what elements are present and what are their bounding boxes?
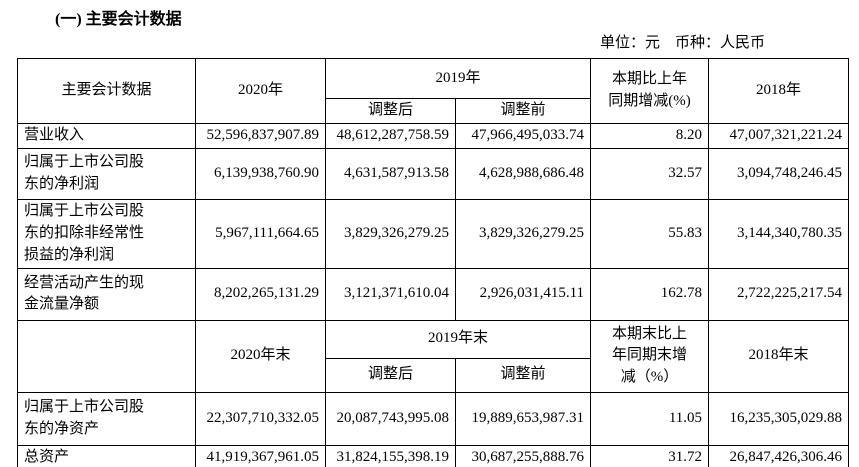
- header-empty: [17, 319, 196, 393]
- value-2019-adjusted: 4,631,587,913.58: [325, 147, 456, 200]
- value-2018-end: 26,847,426,306.46: [708, 444, 850, 467]
- value-2019-original: 4,628,988,686.48: [454, 147, 592, 200]
- change-percent: 55.83: [590, 198, 710, 269]
- header-adjusted-after: 调整后: [325, 98, 456, 124]
- header-2020-end: 2020年末: [195, 319, 326, 393]
- value-2019-end-adjusted: 31,824,155,398.19: [325, 444, 456, 467]
- value-2018: 3,094,748,246.45: [708, 147, 850, 200]
- header-adjusted-before: 调整前: [454, 357, 592, 393]
- table-row: 营业收入 52,596,837,907.89 48,612,287,758.59…: [17, 122, 850, 149]
- table-header-row-1b: 调整后 调整前: [18, 98, 849, 124]
- value-2019-end-adjusted: 20,087,743,995.08: [325, 391, 456, 446]
- row-label: 归属于上市公司股 东的扣除非经常性 损益的净利润: [17, 198, 196, 269]
- header-2019-end-group: 2019年末: [324, 319, 592, 359]
- header-main-label: 主要会计数据: [17, 58, 196, 124]
- value-2018: 2,722,225,217.54: [708, 267, 850, 321]
- value-2019-original: 3,829,326,279.25: [454, 198, 592, 269]
- header-change-percent: 本期比上年 同期增减(%): [590, 58, 710, 124]
- row-label: 归属于上市公司股 东的净资产: [17, 391, 196, 446]
- header-2020: 2020年: [195, 58, 326, 124]
- change-percent: 162.78: [590, 267, 710, 321]
- header-adjusted-before: 调整前: [454, 98, 592, 124]
- row-label: 归属于上市公司股 东的净利润: [17, 147, 196, 200]
- table-row: 经营活动产生的现 金流量净额 8,202,265,131.29 3,121,37…: [17, 267, 850, 321]
- section-title: (一) 主要会计数据: [55, 11, 182, 28]
- table-header-row-1: 主要会计数据 2020年 2019年 本期比上年 同期增减(%) 2018年: [17, 58, 850, 124]
- value-2019-end-original: 30,687,255,888.76: [454, 444, 592, 467]
- change-percent: 8.20: [590, 122, 710, 149]
- value-2019-adjusted: 48,612,287,758.59: [325, 122, 456, 149]
- row-label: 总资产: [17, 444, 196, 467]
- unit-currency-note: 单位：元 币种：人民币: [600, 35, 766, 51]
- value-2019-adjusted: 3,121,371,610.04: [325, 267, 456, 321]
- value-2018: 3,144,340,780.35: [708, 198, 850, 269]
- value-2020: 6,139,938,760.90: [195, 147, 326, 200]
- value-2020: 52,596,837,907.89: [195, 122, 326, 149]
- table-row: 归属于上市公司股 东的扣除非经常性 损益的净利润 5,967,111,664.6…: [17, 198, 850, 269]
- change-percent: 31.72: [590, 444, 710, 467]
- value-2020: 5,967,111,664.65: [195, 198, 326, 269]
- header-adjusted-after: 调整后: [325, 357, 456, 393]
- table-row: 归属于上市公司股 东的净资产 22,307,710,332.05 20,087,…: [17, 391, 850, 446]
- table-header-row-2: 2020年末 2019年末 本期末比上 年同期末增 减（%） 2018年末: [17, 319, 850, 393]
- value-2019-original: 47,966,495,033.74: [454, 122, 592, 149]
- value-2019-end-original: 19,889,653,987.31: [454, 391, 592, 446]
- value-2019-original: 2,926,031,415.11: [454, 267, 592, 321]
- value-2019-adjusted: 3,829,326,279.25: [325, 198, 456, 269]
- value-2018: 47,007,321,221.24: [708, 122, 850, 149]
- value-2020-end: 41,919,367,961.05: [195, 444, 326, 467]
- header-end-change-percent: 本期末比上 年同期末增 减（%）: [590, 319, 710, 393]
- table-header-row-2b: 调整后 调整前: [18, 357, 849, 393]
- header-2018-end: 2018年末: [708, 319, 850, 393]
- change-percent: 32.57: [590, 147, 710, 200]
- value-2018-end: 16,235,305,029.88: [708, 391, 850, 446]
- header-2018: 2018年: [708, 58, 850, 124]
- row-label: 经营活动产生的现 金流量净额: [17, 267, 196, 321]
- row-label: 营业收入: [17, 122, 196, 149]
- change-percent: 11.05: [590, 391, 710, 446]
- table-row: 总资产 41,919,367,961.05 31,824,155,398.19 …: [17, 444, 850, 467]
- value-2020: 8,202,265,131.29: [195, 267, 326, 321]
- value-2020-end: 22,307,710,332.05: [195, 391, 326, 446]
- accounting-data-table: 主要会计数据 2020年 2019年 本期比上年 同期增减(%) 2018年 调…: [17, 58, 850, 467]
- table-row: 归属于上市公司股 东的净利润 6,139,938,760.90 4,631,58…: [17, 147, 850, 200]
- header-2019-group: 2019年: [324, 58, 592, 99]
